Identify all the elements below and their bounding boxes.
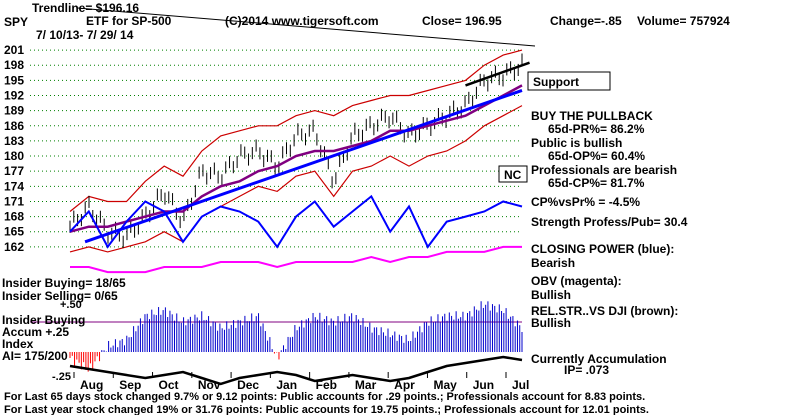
insider-selling-label: Insider Selling= 0/65 [2, 289, 118, 303]
y-tick-label: 198 [4, 58, 24, 72]
y-tick-label: 162 [4, 240, 24, 254]
prof-bearish-label: Professionals are bearish [531, 163, 677, 177]
y-tick-label: 189 [4, 104, 24, 118]
closing-power-line [69, 194, 523, 249]
strength-label: Strength Profess/Pub= 30.4 [531, 215, 688, 229]
bollinger-bands [69, 49, 523, 253]
obv-label: OBV (magenta): [531, 274, 622, 288]
accum-label: Currently Accumulation [531, 352, 667, 366]
x-tick-label: Mar [355, 378, 377, 392]
support-label: Support [533, 75, 579, 89]
x-tick-label: May [433, 378, 457, 392]
upper-trendline [465, 61, 530, 87]
obv-line [70, 245, 522, 274]
trendline-ref [77, 7, 536, 47]
closing-power-label: CLOSING POWER (blue): [531, 242, 674, 256]
nc-box [498, 165, 528, 183]
y-tick-label: 177 [4, 164, 24, 178]
ip-label: IP= .073 [564, 363, 609, 377]
y-tick-label: 180 [4, 149, 24, 163]
date-range: 7/ 10/13- 7/ 29/ 14 [36, 28, 134, 42]
x-tick-label: Jun [473, 378, 494, 392]
moving-average [69, 84, 523, 233]
x-tick-label: Aug [80, 378, 103, 392]
close-label: Close= 196.95 [422, 14, 502, 28]
relstr-label: REL.STR..VS DJI (brown): [531, 304, 678, 318]
y-tick-label: 171 [4, 194, 24, 208]
price-series [69, 7, 536, 274]
change-label: Change=-.85 [550, 14, 622, 28]
y-tick-label: 201 [4, 43, 24, 57]
public-bullish-label: Public is bullish [531, 136, 622, 150]
closing-power-state: Bearish [531, 256, 575, 270]
x-tick-label: Jul [512, 378, 529, 392]
x-tick-label: Sep [119, 378, 141, 392]
insider-buying2-label: Insider Buying [2, 313, 85, 327]
y-tick-label: 186 [4, 119, 24, 133]
buy-pullback-label: BUY THE PULLBACK [531, 109, 653, 123]
op-label: 65d-OP%= 60.4% [548, 149, 645, 163]
accum-index-label: Accum +.25 [2, 325, 69, 339]
x-tick-label: Oct [159, 378, 179, 392]
x-tick-label: Jan [276, 378, 297, 392]
ticker-label: SPY [4, 15, 28, 29]
lower-band [69, 105, 523, 253]
insider-buying-label: Insider Buying= 18/65 [2, 276, 126, 290]
volume-label: Volume= 757924 [637, 14, 730, 28]
x-tick-label: Feb [316, 378, 337, 392]
x-tick-label: Apr [394, 378, 415, 392]
ai-label: AI= 175/200 [2, 349, 68, 363]
y-tick-label: 174 [4, 179, 24, 193]
y-tick-label: 165 [4, 225, 24, 239]
x-tick-label: Dec [237, 378, 259, 392]
y-tick-label: 195 [4, 73, 24, 87]
minus25-label: -.25 [52, 371, 71, 383]
y-tick-label: 183 [4, 134, 24, 148]
nc-label: NC [504, 168, 522, 182]
cpvspr-label: CP%vsPr% = -4.5% [531, 195, 640, 209]
copyright-label: (C)2014 www.tigersoft.com [225, 14, 379, 28]
support-trendline [84, 89, 523, 244]
relstr-line [69, 355, 523, 386]
y-tick-label: 192 [4, 89, 24, 103]
trendline-label: Trendline= $196.16 [32, 1, 139, 15]
accumulation-panel [30, 301, 523, 386]
upper-band [69, 49, 523, 212]
plus50-label: +.50 [60, 299, 82, 311]
footer-line1: For Last 65 days stock changed 9.7% or 9… [4, 391, 645, 403]
pr-label: 65d-PR%= 86.2% [548, 122, 645, 136]
obv-state: Bullish [531, 288, 571, 302]
cp-label: 65d-CP%= 81.7% [548, 176, 645, 190]
relstr-state: Bullish [531, 316, 571, 330]
index-label: Index [2, 337, 34, 351]
support-box [527, 71, 611, 91]
x-tick-label: Nov [198, 378, 221, 392]
footer-line2: For Last year stock changed 19% or 31.76… [4, 404, 649, 415]
y-tick-label: 168 [4, 210, 24, 224]
description-label: ETF for SP-500 [86, 14, 172, 28]
grid-lines [30, 49, 522, 248]
